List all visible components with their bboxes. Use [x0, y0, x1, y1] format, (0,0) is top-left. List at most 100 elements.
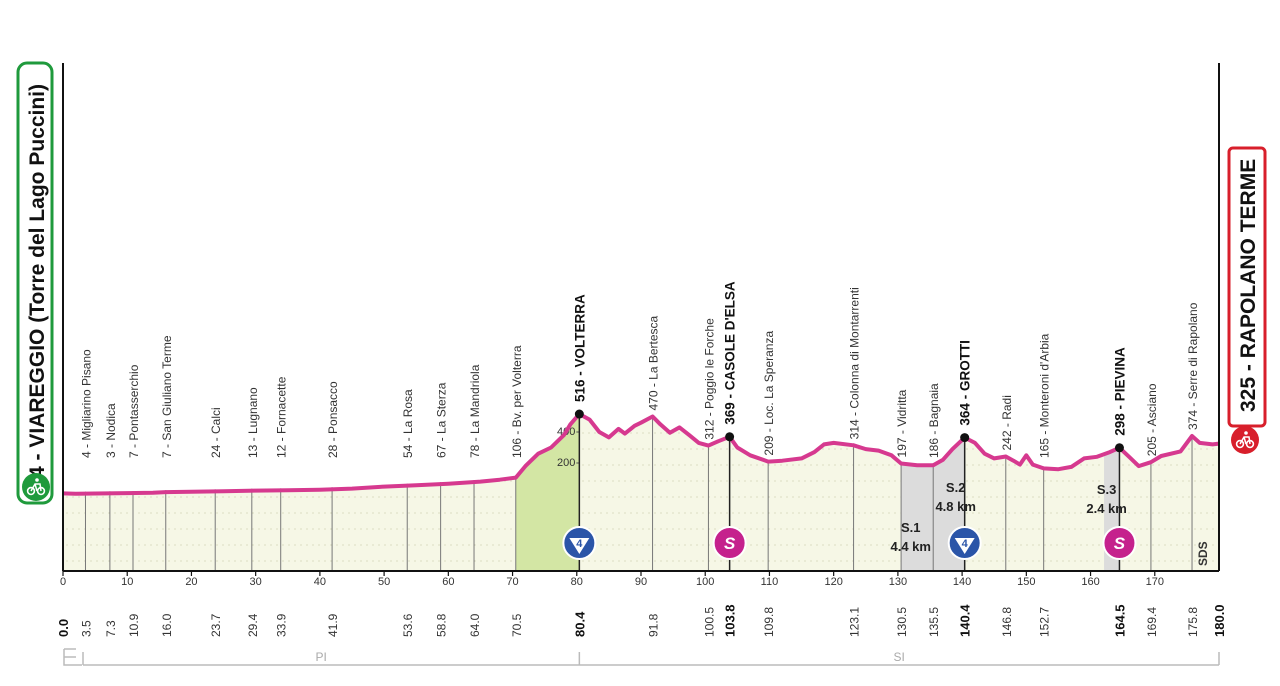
waypoint-label: 364 - GROTTI [958, 340, 973, 426]
km-label: 140.4 [958, 604, 973, 637]
km-label: 180.0 [1212, 604, 1227, 637]
x-tick-label: 160 [1081, 576, 1099, 588]
race-markers: 4 S 4 S [562, 526, 1137, 560]
waypoint-label: 516 - VOLTERRA [572, 294, 587, 402]
km-label: 152.7 [1038, 607, 1052, 637]
mountain-gpm-icon: 4 [947, 526, 982, 560]
km-label: 58.8 [435, 613, 449, 637]
waypoint-label: 4 - Migliarino Pisano [79, 349, 93, 458]
climb-highlights [515, 414, 580, 571]
km-label: 53.6 [401, 613, 415, 637]
km-label: 29.4 [246, 613, 260, 637]
x-tick-label: 40 [314, 576, 326, 588]
km-label: 41.9 [326, 613, 340, 637]
waypoint-label: 242 - Radi [1000, 395, 1014, 450]
x-tick-label: 80 [571, 576, 583, 588]
waypoint-label: 12 - Fornacette [275, 376, 289, 458]
km-label: 135.5 [927, 607, 941, 637]
x-tick-label: 60 [442, 576, 454, 588]
svg-text:S: S [1114, 534, 1126, 553]
x-tick-label: 110 [761, 576, 779, 588]
svg-text:4: 4 [576, 538, 583, 550]
climb-area [515, 414, 580, 571]
province-label: PI [316, 650, 327, 664]
x-tick-label: 150 [1017, 576, 1035, 588]
sector-length: 2.4 km [1086, 501, 1126, 516]
x-tick-label: 100 [696, 576, 714, 588]
waypoint-label: 369 - CASOLE D'ELSA [723, 281, 738, 425]
waypoint-label: 186 - Bagnaia [927, 383, 941, 458]
sprint-icon: S [712, 526, 747, 560]
x-tick-label: 70 [506, 576, 518, 588]
sector-name: S.1 [901, 520, 921, 535]
km-label: 103.8 [723, 604, 738, 637]
x-tick-label: 170 [1146, 576, 1164, 588]
svg-text:4: 4 [962, 538, 969, 550]
svg-text:S: S [724, 534, 736, 553]
km-label: 100.5 [702, 607, 716, 637]
waypoint-label: 312 - Poggio le Forche [702, 318, 716, 440]
sector-area [901, 463, 934, 571]
sds-logo: SDS [1196, 541, 1210, 566]
waypoint-label: 209 - Loc. La Speranza [762, 331, 776, 456]
summit-dot [574, 409, 584, 419]
waypoint-label: 470 - La Bertesca [647, 315, 661, 410]
sector-length: 4.4 km [890, 539, 930, 554]
km-label: 80.4 [572, 611, 587, 637]
province-start-glyph [63, 648, 82, 666]
km-label: 164.5 [1112, 604, 1127, 637]
finish-title: 325 - RAPOLANO TERME [1237, 159, 1260, 412]
x-tick-label: 120 [824, 576, 842, 588]
waypoint-label: 24 - Calci [209, 407, 223, 458]
terrain-texture [63, 414, 1219, 571]
km-label: 130.5 [895, 607, 909, 637]
mountain-gpm-icon: 4 [562, 526, 597, 560]
km-label: 109.8 [762, 607, 776, 637]
y-tick-label: 200 [557, 457, 575, 469]
finish-box: 325 - RAPOLANO TERME [1227, 146, 1267, 454]
sector-labels: S.1 4.4 km S.2 4.8 km S.3 2.4 km [890, 480, 1126, 554]
waypoint-label: 7 - Pontasserchio [127, 364, 141, 458]
km-label: 23.7 [209, 613, 223, 637]
waypoint-lines [84, 414, 1193, 571]
waypoint-labels: 4 - Migliarino Pisano 3 - Nodica 7 - Ponta… [79, 281, 1200, 458]
km-label: 123.1 [848, 607, 862, 637]
x-tick-label: 140 [953, 576, 971, 588]
km-label: 70.5 [510, 613, 524, 637]
km-label: 91.8 [647, 613, 661, 637]
x-tick-label: 130 [889, 576, 907, 588]
waypoint-label: 298 - PIEVINA [1112, 347, 1127, 436]
profile-line [62, 412, 1220, 496]
sector-name: S.2 [946, 480, 966, 495]
km-label: 169.4 [1145, 607, 1159, 637]
waypoint-label: 165 - Monteroni d'Arbia [1038, 333, 1052, 458]
start-title: 4 - VIAREGGIO (Torre del Lago Puccini) [26, 84, 49, 478]
start-box: 4 - VIAREGGIO (Torre del Lago Puccini) [16, 61, 54, 505]
summit-dot [725, 432, 735, 442]
waypoint-label: 78 - La Mandriola [468, 364, 482, 458]
summit-dot [1114, 443, 1124, 453]
km-label: 146.8 [1000, 607, 1014, 637]
waypoint-label: 54 - La Rosa [401, 389, 415, 458]
km-label: 7.3 [104, 620, 118, 637]
km-label: 175.8 [1186, 607, 1200, 637]
start-bicycle-icon [22, 473, 50, 501]
waypoint-label: 13 - Lugnano [246, 387, 260, 458]
km-labels: 0.0 3.5 7.3 10.9 16.0 23.7 29.4 33.9 41.9 53.6 58.… [56, 604, 1227, 637]
waypoint-label: 205 - Asciano [1145, 383, 1159, 456]
km-label: 10.9 [127, 613, 141, 637]
x-axis-ticks: 0 10 20 30 40 50 60 70 80 90 100 110 120 130 140 150 160… [60, 571, 1164, 588]
km-label: 0.0 [56, 619, 71, 637]
waypoint-label: 374 - Serre di Rapolano [1186, 302, 1200, 430]
sprint-icon: S [1102, 526, 1137, 560]
km-label: 33.9 [275, 613, 289, 637]
sector-length: 4.8 km [935, 499, 975, 514]
x-tick-label: 50 [378, 576, 390, 588]
x-tick-label: 0 [60, 576, 66, 588]
km-label: 64.0 [468, 613, 482, 637]
waypoint-label: 67 - La Sterza [435, 382, 449, 458]
waypoint-label: 28 - Ponsacco [326, 381, 340, 458]
x-tick-label: 10 [121, 576, 133, 588]
x-tick-label: 90 [635, 576, 647, 588]
